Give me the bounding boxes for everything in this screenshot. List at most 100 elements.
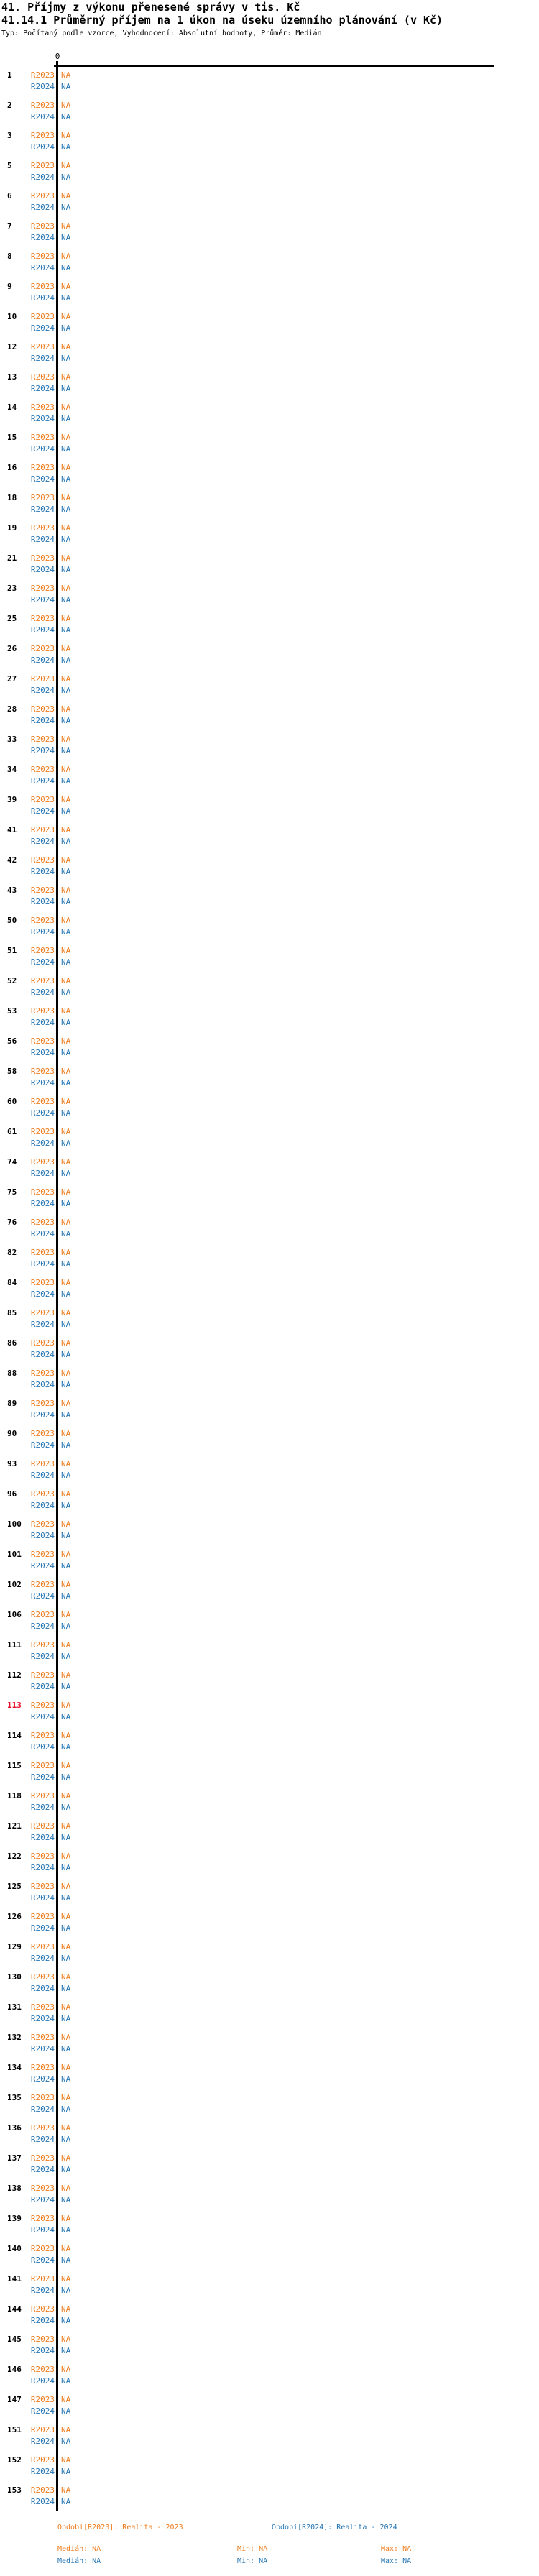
row-number: 136: [7, 2123, 22, 2133]
chart-row-125: 125 R2023 NA R2024 NA: [0, 1880, 539, 1910]
value-r2024: NA: [61, 1712, 71, 1721]
value-r2024: NA: [61, 1954, 71, 1963]
value-r2023: NA: [61, 1761, 71, 1770]
series-label-r2024: R2024: [30, 233, 55, 242]
value-r2023: NA: [61, 946, 71, 955]
chart-meta-line: Typ: Počítaný podle vzorce, Vyhodnocení:…: [1, 29, 322, 37]
value-r2023: NA: [61, 372, 71, 382]
value-r2023: NA: [61, 1006, 71, 1016]
row-number: 28: [7, 704, 17, 714]
value-r2023: NA: [61, 191, 71, 201]
row-number: 5: [7, 161, 12, 170]
series-label-r2023: R2023: [30, 372, 55, 382]
row-number: 76: [7, 1218, 17, 1227]
series-label-r2024: R2024: [30, 746, 55, 755]
row-number: 131: [7, 2002, 22, 2012]
series-label-r2023: R2023: [30, 1761, 55, 1770]
value-r2023: NA: [61, 1218, 71, 1227]
series-label-r2023: R2023: [30, 2455, 55, 2465]
row-number: 90: [7, 1429, 17, 1438]
value-r2024: NA: [61, 1048, 71, 1057]
value-r2024: NA: [61, 686, 71, 695]
series-label-r2023: R2023: [30, 252, 55, 261]
value-r2024: NA: [61, 625, 71, 635]
value-r2024: NA: [61, 746, 71, 755]
series-label-r2023: R2023: [30, 1006, 55, 1016]
chart-row-152: 152 R2023 NA R2024 NA: [0, 2454, 539, 2484]
row-number: 111: [7, 1640, 22, 1650]
value-r2023: NA: [61, 584, 71, 593]
value-r2024: NA: [61, 444, 71, 454]
row-number: 26: [7, 644, 17, 653]
series-label-r2024: R2024: [30, 1682, 55, 1691]
series-label-r2023: R2023: [30, 70, 55, 80]
series-label-r2024: R2024: [30, 82, 55, 91]
series-label-r2024: R2024: [30, 806, 55, 816]
chart-row-10: 10 R2023 NA R2024 NA: [0, 310, 539, 341]
value-r2023: NA: [61, 161, 71, 170]
value-r2023: NA: [61, 916, 71, 925]
value-r2024: NA: [61, 1199, 71, 1208]
chart-row-136: 136 R2023 NA R2024 NA: [0, 2122, 539, 2152]
value-r2023: NA: [61, 1308, 71, 1317]
series-label-r2023: R2023: [30, 795, 55, 804]
value-r2024: NA: [61, 806, 71, 816]
chart-row-23: 23 R2023 NA R2024 NA: [0, 582, 539, 612]
series-label-r2023: R2023: [30, 1187, 55, 1197]
series-label-r2024: R2024: [30, 2104, 55, 2114]
row-number: 19: [7, 523, 17, 533]
value-r2024: NA: [61, 1018, 71, 1027]
chart-subtitle: 41.14.1 Průměrný příjem na 1 úkon na úse…: [1, 14, 443, 27]
series-label-r2024: R2024: [30, 2225, 55, 2235]
chart-row-112: 112 R2023 NA R2024 NA: [0, 1669, 539, 1699]
series-label-r2024: R2024: [30, 112, 55, 121]
series-label-r2024: R2024: [30, 1018, 55, 1027]
series-label-r2024: R2024: [30, 1471, 55, 1480]
series-label-r2024: R2024: [30, 1501, 55, 1510]
value-r2024: NA: [61, 1501, 71, 1510]
series-label-r2024: R2024: [30, 1923, 55, 1933]
row-number: 21: [7, 553, 17, 563]
row-number: 39: [7, 795, 17, 804]
chart-row-153: 153 R2023 NA R2024 NA: [0, 2484, 539, 2514]
legend-period-r2023: Období[R2023]: Realita - 2023: [57, 2524, 183, 2531]
value-r2024: NA: [61, 716, 71, 725]
value-r2023: NA: [61, 433, 71, 442]
series-label-r2024: R2024: [30, 1531, 55, 1540]
value-r2024: NA: [61, 172, 71, 182]
series-label-r2023: R2023: [30, 2244, 55, 2253]
value-r2023: NA: [61, 2395, 71, 2404]
value-r2023: NA: [61, 1670, 71, 1680]
series-label-r2023: R2023: [30, 916, 55, 925]
chart-row-135: 135 R2023 NA R2024 NA: [0, 2092, 539, 2122]
value-r2023: NA: [61, 1882, 71, 1891]
value-r2023: NA: [61, 2425, 71, 2434]
series-label-r2024: R2024: [30, 293, 55, 303]
chart-row-76: 76 R2023 NA R2024 NA: [0, 1216, 539, 1246]
value-r2023: NA: [61, 795, 71, 804]
series-label-r2023: R2023: [30, 1489, 55, 1499]
series-label-r2024: R2024: [30, 354, 55, 363]
series-label-r2023: R2023: [30, 1368, 55, 1378]
series-label-r2023: R2023: [30, 1308, 55, 1317]
series-label-r2024: R2024: [30, 837, 55, 846]
series-label-r2024: R2024: [30, 867, 55, 876]
chart-row-111: 111 R2023 NA R2024 NA: [0, 1639, 539, 1669]
row-number: 121: [7, 1821, 22, 1831]
chart-row-61: 61 R2023 NA R2024 NA: [0, 1126, 539, 1156]
chart-row-113: 113 R2023 NA R2024 NA: [0, 1699, 539, 1729]
series-label-r2024: R2024: [30, 2467, 55, 2476]
series-label-r2023: R2023: [30, 1882, 55, 1891]
series-label-r2024: R2024: [30, 474, 55, 484]
series-label-r2023: R2023: [30, 2365, 55, 2374]
series-label-r2024: R2024: [30, 1652, 55, 1661]
series-label-r2023: R2023: [30, 523, 55, 533]
value-r2024: NA: [61, 1833, 71, 1842]
chart-row-56: 56 R2023 NA R2024 NA: [0, 1035, 539, 1065]
series-label-r2024: R2024: [30, 1561, 55, 1570]
value-r2023: NA: [61, 1248, 71, 1257]
series-label-r2023: R2023: [30, 433, 55, 442]
row-number: 7: [7, 221, 12, 231]
series-label-r2024: R2024: [30, 2346, 55, 2355]
value-r2023: NA: [61, 2184, 71, 2193]
